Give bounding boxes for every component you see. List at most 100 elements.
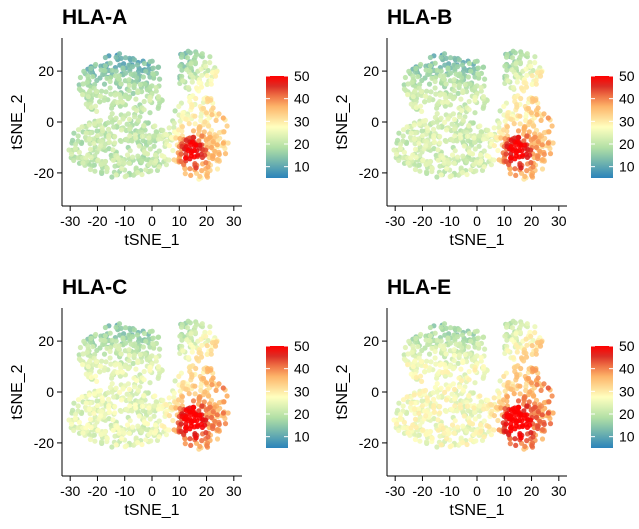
data-point bbox=[126, 77, 132, 83]
data-point bbox=[190, 404, 196, 411]
data-point bbox=[537, 418, 543, 424]
data-point bbox=[179, 337, 185, 343]
data-point bbox=[401, 419, 407, 425]
data-point bbox=[150, 65, 156, 71]
data-point bbox=[402, 344, 408, 351]
data-point bbox=[471, 405, 477, 411]
data-point bbox=[75, 403, 81, 409]
data-point bbox=[530, 393, 537, 399]
data-point bbox=[95, 427, 101, 433]
data-point bbox=[430, 390, 436, 396]
data-point bbox=[147, 380, 153, 386]
data-point bbox=[147, 146, 153, 152]
data-point bbox=[91, 121, 97, 127]
data-point bbox=[538, 387, 544, 393]
data-point bbox=[155, 364, 162, 370]
data-point bbox=[505, 78, 511, 84]
data-point bbox=[194, 418, 200, 424]
data-point bbox=[208, 414, 214, 421]
data-point bbox=[116, 362, 123, 368]
data-point bbox=[193, 95, 199, 102]
data-point bbox=[205, 434, 211, 440]
data-point bbox=[132, 114, 138, 120]
data-point bbox=[131, 82, 137, 88]
data-point bbox=[462, 352, 468, 358]
data-point bbox=[514, 374, 520, 380]
data-point bbox=[127, 396, 133, 402]
x-tick-label: -30 bbox=[60, 483, 80, 499]
data-point bbox=[460, 117, 466, 123]
data-point bbox=[488, 402, 495, 408]
data-point bbox=[519, 85, 525, 91]
data-point bbox=[216, 130, 222, 136]
data-point bbox=[468, 68, 474, 74]
data-point bbox=[403, 357, 409, 364]
data-point bbox=[419, 108, 425, 114]
data-point bbox=[528, 63, 534, 69]
data-point bbox=[204, 173, 210, 179]
data-point bbox=[208, 351, 214, 357]
data-point bbox=[171, 157, 177, 163]
data-point bbox=[508, 414, 514, 420]
data-point bbox=[427, 333, 433, 339]
data-point bbox=[541, 381, 547, 387]
data-point bbox=[457, 384, 463, 390]
data-point bbox=[412, 141, 418, 147]
data-point bbox=[517, 113, 523, 119]
data-point bbox=[539, 157, 546, 163]
data-point bbox=[173, 405, 179, 411]
data-point bbox=[412, 358, 418, 364]
data-point bbox=[134, 345, 140, 351]
data-point bbox=[502, 136, 508, 142]
data-point bbox=[139, 129, 145, 136]
data-point bbox=[115, 155, 121, 161]
colorbar-tick-label: 20 bbox=[294, 406, 310, 422]
data-point bbox=[517, 324, 523, 330]
data-point bbox=[88, 154, 94, 161]
data-point bbox=[413, 104, 419, 111]
data-point bbox=[528, 380, 534, 386]
data-point bbox=[160, 127, 166, 133]
data-point bbox=[107, 60, 113, 66]
data-point bbox=[203, 110, 209, 116]
data-point bbox=[112, 343, 118, 349]
data-point bbox=[523, 84, 530, 90]
data-point bbox=[416, 121, 422, 127]
data-point bbox=[187, 50, 193, 56]
data-point bbox=[196, 350, 202, 356]
data-point bbox=[199, 72, 205, 78]
data-point bbox=[510, 417, 516, 423]
data-point bbox=[208, 144, 214, 151]
data-point bbox=[200, 105, 206, 111]
data-point bbox=[521, 80, 527, 86]
data-point bbox=[155, 406, 161, 412]
data-point bbox=[97, 363, 103, 369]
x-tick-label: -30 bbox=[60, 213, 80, 229]
data-point bbox=[143, 338, 149, 344]
data-point bbox=[432, 60, 438, 66]
data-point bbox=[192, 329, 198, 335]
data-point bbox=[451, 82, 457, 88]
data-point bbox=[83, 425, 89, 431]
x-tick-label: 0 bbox=[148, 483, 156, 499]
data-point bbox=[198, 84, 205, 90]
data-point bbox=[488, 162, 494, 168]
data-point bbox=[209, 70, 215, 76]
data-point bbox=[477, 393, 483, 399]
x-tick-label: -10 bbox=[115, 483, 135, 499]
x-tick-label: -20 bbox=[87, 483, 107, 499]
y-axis-label: tSNE_2 bbox=[334, 94, 351, 149]
data-point bbox=[458, 366, 464, 372]
data-point bbox=[172, 108, 178, 114]
data-point bbox=[125, 96, 131, 102]
data-point bbox=[198, 336, 204, 342]
colorbar-tick-label: 10 bbox=[294, 429, 310, 445]
data-point bbox=[211, 405, 217, 411]
data-point bbox=[187, 426, 193, 432]
data-point bbox=[118, 138, 124, 144]
data-point bbox=[467, 420, 473, 426]
data-point bbox=[213, 117, 219, 123]
data-point bbox=[156, 418, 162, 424]
data-point bbox=[190, 398, 197, 404]
data-point bbox=[452, 148, 458, 154]
